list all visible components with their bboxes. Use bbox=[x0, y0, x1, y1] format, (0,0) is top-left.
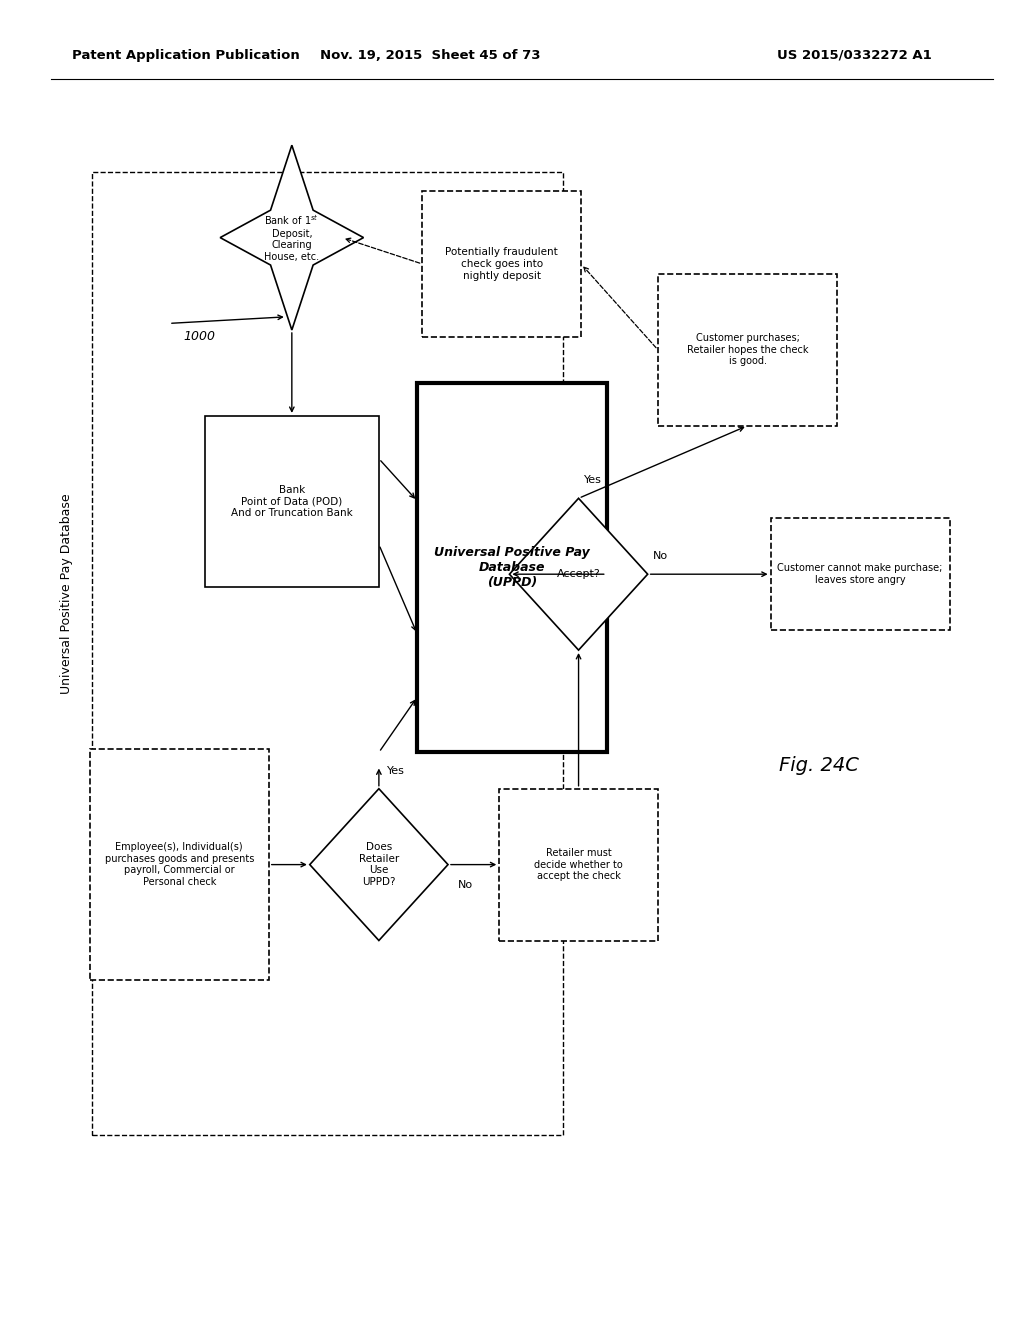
Text: 1000: 1000 bbox=[183, 330, 216, 343]
Text: Fig. 24C: Fig. 24C bbox=[779, 756, 859, 775]
Text: Patent Application Publication: Patent Application Publication bbox=[72, 49, 299, 62]
Text: Nov. 19, 2015  Sheet 45 of 73: Nov. 19, 2015 Sheet 45 of 73 bbox=[319, 49, 541, 62]
Text: Retailer must
decide whether to
accept the check: Retailer must decide whether to accept t… bbox=[535, 847, 623, 882]
Text: Does
Retailer
Use
UPPD?: Does Retailer Use UPPD? bbox=[358, 842, 399, 887]
FancyBboxPatch shape bbox=[205, 416, 379, 587]
FancyBboxPatch shape bbox=[422, 191, 582, 337]
Text: Employee(s), Individual(s)
purchases goods and presents
payroll, Commercial or
P: Employee(s), Individual(s) purchases goo… bbox=[104, 842, 254, 887]
Text: Bank
Point of Data (POD)
And or Truncation Bank: Bank Point of Data (POD) And or Truncati… bbox=[231, 484, 352, 519]
Text: No: No bbox=[459, 880, 473, 891]
FancyBboxPatch shape bbox=[90, 750, 268, 979]
Text: Accept?: Accept? bbox=[557, 569, 600, 579]
FancyBboxPatch shape bbox=[657, 275, 837, 425]
Polygon shape bbox=[220, 145, 364, 330]
Polygon shape bbox=[509, 499, 647, 651]
Polygon shape bbox=[309, 789, 449, 940]
Text: Customer cannot make purchase;
leaves store angry: Customer cannot make purchase; leaves st… bbox=[777, 564, 943, 585]
Text: Bank of 1$^{st}$
Deposit,
Clearing
House, etc.: Bank of 1$^{st}$ Deposit, Clearing House… bbox=[264, 214, 319, 261]
Text: No: No bbox=[653, 550, 668, 561]
Text: Positive
Pay File: Positive Pay File bbox=[427, 715, 464, 737]
Text: Universal Positive Pay
Database
(UPPD): Universal Positive Pay Database (UPPD) bbox=[434, 546, 590, 589]
Text: Yes: Yes bbox=[584, 475, 601, 486]
FancyBboxPatch shape bbox=[770, 519, 950, 631]
FancyBboxPatch shape bbox=[418, 383, 606, 752]
Text: On US
UPPD
Items: On US UPPD Items bbox=[430, 491, 461, 525]
FancyBboxPatch shape bbox=[499, 789, 657, 940]
Text: Yes: Yes bbox=[387, 766, 404, 776]
Text: Customer purchases;
Retailer hopes the check
is good.: Customer purchases; Retailer hopes the c… bbox=[687, 333, 808, 367]
Text: Potentially fraudulent
check goes into
nightly deposit: Potentially fraudulent check goes into n… bbox=[445, 247, 558, 281]
Text: US 2015/0332272 A1: US 2015/0332272 A1 bbox=[777, 49, 932, 62]
Text: Universal Positive Pay Database: Universal Positive Pay Database bbox=[60, 494, 73, 694]
